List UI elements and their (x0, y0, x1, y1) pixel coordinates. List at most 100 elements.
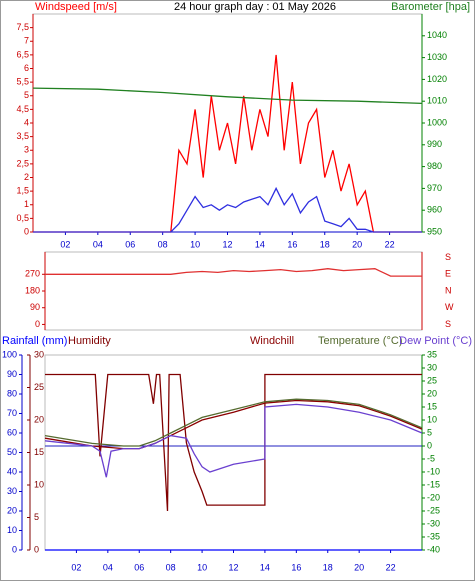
y-tick-label: 1030 (427, 52, 447, 62)
y-tick-label: 2 (24, 172, 29, 182)
y-tick-label: -35 (427, 531, 440, 541)
y-tick-label: 30 (34, 349, 44, 359)
series-line (32, 87, 423, 105)
y-tick-label: 950 (427, 226, 442, 236)
y-tick-label: 7,5 (16, 22, 29, 32)
y-tick-label: 6 (24, 63, 29, 73)
y-tick-label: 35 (427, 349, 437, 359)
x-tick-label: 16 (291, 562, 301, 572)
x-tick-label: 08 (166, 562, 176, 572)
y-tick-label: 10 (34, 479, 44, 489)
plot-area (44, 354, 423, 551)
y-tick-label: 0 (427, 440, 432, 450)
y-tick-label: 15 (427, 401, 437, 411)
y-tick-label: -15 (427, 479, 440, 489)
y-tick-label: 20 (7, 505, 17, 515)
series-line (45, 373, 422, 512)
y-tick-label: 20 (427, 388, 437, 398)
y-tick-label: 30 (427, 362, 437, 372)
y-tick-label: 40 (7, 466, 17, 476)
x-tick-label: 12 (228, 562, 238, 572)
x-tick-label: 20 (352, 239, 362, 249)
y-tick-label: 1 (24, 199, 29, 209)
y-tick-label: N (445, 285, 452, 295)
y-tick-label: 5 (24, 90, 29, 100)
y-tick-label: 0 (34, 544, 39, 554)
y-tick-label: 3 (24, 145, 29, 155)
y-tick-label: 2,5 (16, 158, 29, 168)
y-tick-label: 1000 (427, 117, 447, 127)
legend-label: Barometer [hpa] (391, 1, 470, 13)
y-tick-label: -5 (427, 453, 435, 463)
x-tick-label: 06 (125, 239, 135, 249)
legend-label: Dew Point (°C) (399, 335, 472, 347)
y-tick-label: -30 (427, 518, 440, 528)
y-tick-label: 0 (35, 319, 40, 329)
y-tick-label: 90 (7, 369, 17, 379)
y-tick-label: 0 (12, 544, 17, 554)
plot-area (44, 251, 423, 331)
y-tick-label: 180 (25, 285, 40, 295)
x-tick-label: 10 (197, 562, 207, 572)
y-tick-label: 1020 (427, 74, 447, 84)
x-tick-label: 14 (260, 562, 270, 572)
x-tick-label: 18 (320, 239, 330, 249)
y-tick-label: -40 (427, 544, 440, 554)
y-tick-label: 7 (24, 36, 29, 46)
legend-label: Windspeed [m/s] (35, 1, 117, 13)
y-tick-label: 4 (24, 117, 29, 127)
x-tick-label: 18 (323, 562, 333, 572)
chart-title: 24 hour graph day : 01 May 2026 (174, 1, 336, 13)
y-tick-label: 1010 (427, 96, 447, 106)
x-tick-label: 08 (158, 239, 168, 249)
x-tick-label: 02 (60, 239, 70, 249)
series-line (33, 186, 422, 233)
y-tick-label: 80 (7, 388, 17, 398)
y-tick-label: 50 (7, 447, 17, 457)
y-tick-label: 970 (427, 183, 442, 193)
x-tick-label: 14 (255, 239, 265, 249)
y-tick-label: 5 (34, 512, 39, 522)
series-line (44, 398, 423, 447)
y-tick-label: E (445, 269, 451, 279)
x-tick-label: 12 (222, 239, 232, 249)
y-tick-label: 15 (34, 447, 44, 457)
y-tick-label: 5,5 (16, 77, 29, 87)
legend-label: Temperature (°C) (318, 335, 402, 347)
y-tick-label: 10 (7, 525, 17, 535)
y-tick-label: 4,5 (16, 104, 29, 114)
y-tick-label: -25 (427, 505, 440, 515)
y-tick-label: 5 (427, 427, 432, 437)
y-tick-label: 10 (427, 414, 437, 424)
y-tick-label: 25 (427, 375, 437, 385)
y-tick-label: 0,5 (16, 213, 29, 223)
y-tick-label: 70 (7, 408, 17, 418)
y-tick-label: 0 (24, 226, 29, 236)
y-tick-label: 960 (427, 205, 442, 215)
y-tick-label: 1,5 (16, 186, 29, 196)
x-tick-label: 20 (354, 562, 364, 572)
y-tick-label: 30 (7, 486, 17, 496)
series-line (45, 268, 422, 277)
series-line (44, 403, 423, 478)
x-tick-label: 22 (385, 239, 395, 249)
legend-label: Windchill (250, 335, 294, 347)
x-tick-label: 10 (190, 239, 200, 249)
y-tick-label: 270 (25, 269, 40, 279)
x-tick-label: 02 (71, 562, 81, 572)
y-tick-label: W (445, 302, 454, 312)
x-tick-label: 16 (287, 239, 297, 249)
y-tick-label: 6,5 (16, 49, 29, 59)
y-tick-label: -10 (427, 466, 440, 476)
y-tick-label: 1040 (427, 30, 447, 40)
x-tick-label: 06 (134, 562, 144, 572)
y-tick-label: S (445, 319, 451, 329)
y-tick-label: 100 (2, 349, 17, 359)
y-tick-label: 990 (427, 139, 442, 149)
y-tick-label: 20 (34, 414, 44, 424)
x-tick-label: 04 (103, 562, 113, 572)
x-tick-label: 04 (93, 239, 103, 249)
y-tick-label: -20 (427, 492, 440, 502)
